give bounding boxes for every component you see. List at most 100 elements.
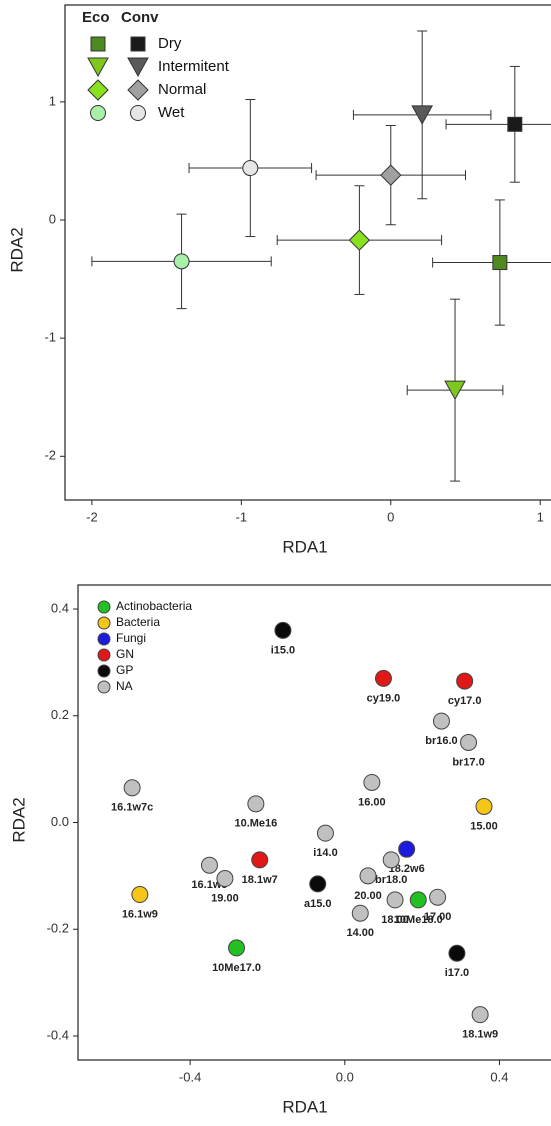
legend-marker [87, 79, 109, 101]
legend-marker [127, 57, 149, 78]
legend-label: Intermitent [158, 58, 230, 75]
point [200, 856, 218, 874]
legend-marker [97, 600, 111, 614]
legend-label: Actinobacteria [116, 599, 192, 613]
legend-label: GP [116, 663, 133, 677]
point-label: 10.Me16 [234, 818, 277, 830]
point-label: 10Me17.0 [212, 962, 261, 974]
point [274, 621, 292, 639]
point-label: i17.0 [445, 967, 469, 979]
legend-marker [97, 680, 111, 694]
point-label: br16.0 [425, 735, 457, 747]
legend-marker [87, 57, 109, 78]
x-tick-label: 0 [387, 509, 394, 524]
point [456, 672, 474, 690]
y-tick-label: 1 [49, 93, 56, 108]
y-tick-label: 0.2 [51, 707, 69, 722]
y-tick-label: 0.0 [51, 814, 69, 829]
legend-marker [127, 79, 149, 101]
point [123, 779, 141, 797]
point-label: 16.1w9 [122, 908, 158, 920]
point-label: i15.0 [271, 644, 295, 656]
point [359, 867, 377, 885]
point-label: a15.0 [304, 898, 332, 910]
legend-marker [97, 632, 111, 646]
x-tick-label: 0.0 [336, 1069, 354, 1084]
legend-marker [97, 664, 111, 678]
point [374, 669, 392, 687]
plot-frame [64, 4, 551, 501]
legend-label: Wet [158, 104, 185, 121]
legend-group-title: Conv [121, 9, 159, 26]
legend-label: Normal [158, 81, 206, 98]
point-label: 20.00 [354, 890, 382, 902]
point-label: 19.00 [211, 892, 239, 904]
point-label: cy17.0 [448, 695, 482, 707]
y-axis-title: RDA2 [9, 797, 28, 842]
marker [173, 253, 190, 270]
error-bars [445, 65, 551, 183]
legend-marker [90, 105, 106, 121]
marker [444, 380, 466, 401]
point [228, 939, 246, 957]
x-axis-title: RDA1 [282, 537, 327, 556]
point [386, 891, 404, 909]
x-tick-label: -0.4 [179, 1069, 201, 1084]
marker [380, 164, 402, 186]
point-label: br17.0 [452, 756, 484, 768]
point-label: 18.1w7 [242, 874, 278, 886]
point [409, 891, 427, 909]
point [429, 888, 447, 906]
point [382, 851, 400, 869]
marker [242, 160, 259, 177]
y-tick-label: 0 [49, 211, 56, 226]
x-tick-label: -1 [236, 509, 248, 524]
point [363, 773, 381, 791]
y-tick-label: -0.2 [47, 921, 69, 936]
legend-label: NA [116, 679, 133, 693]
x-axis-title: RDA1 [282, 1097, 327, 1116]
point [448, 944, 466, 962]
legend-label: Dry [158, 35, 182, 52]
point-label: 10Me18.0 [394, 914, 443, 926]
point-label: 18.1w9 [462, 1029, 498, 1041]
error-bars [432, 199, 551, 326]
point [475, 797, 493, 815]
legend-label: Fungi [116, 631, 146, 645]
point [398, 840, 416, 858]
marker [411, 105, 434, 125]
point [351, 904, 369, 922]
x-tick-label: 0.4 [490, 1069, 508, 1084]
point-label: 18.00 [381, 914, 409, 926]
point-label: 16.1w7c [111, 802, 153, 814]
point [131, 886, 149, 904]
point-label: i14.0 [313, 847, 337, 859]
point [432, 712, 450, 730]
y-tick-label: -0.4 [47, 1027, 69, 1042]
point [216, 870, 234, 888]
legend-label: GN [116, 647, 134, 661]
legend-marker [97, 616, 111, 630]
point [309, 875, 327, 893]
legend-marker [90, 36, 106, 52]
legend-group-title: Eco [82, 9, 110, 26]
point [247, 795, 265, 813]
point-label: br18.0 [375, 874, 407, 886]
marker [492, 255, 508, 271]
legend-marker [97, 648, 111, 662]
legend-marker [130, 105, 146, 121]
point-label: 15.00 [470, 820, 498, 832]
point [471, 1006, 489, 1024]
point [460, 733, 478, 751]
legend-marker [130, 36, 146, 52]
y-tick-label: 0.4 [51, 600, 69, 615]
x-tick-label: 1 [537, 509, 544, 524]
point-label: 16.00 [358, 796, 386, 808]
point [251, 851, 269, 869]
x-tick-label: -2 [86, 509, 98, 524]
legend-label: Bacteria [116, 615, 160, 629]
point-label: 18.2w6 [389, 863, 425, 875]
point-label: 14.00 [347, 927, 375, 939]
